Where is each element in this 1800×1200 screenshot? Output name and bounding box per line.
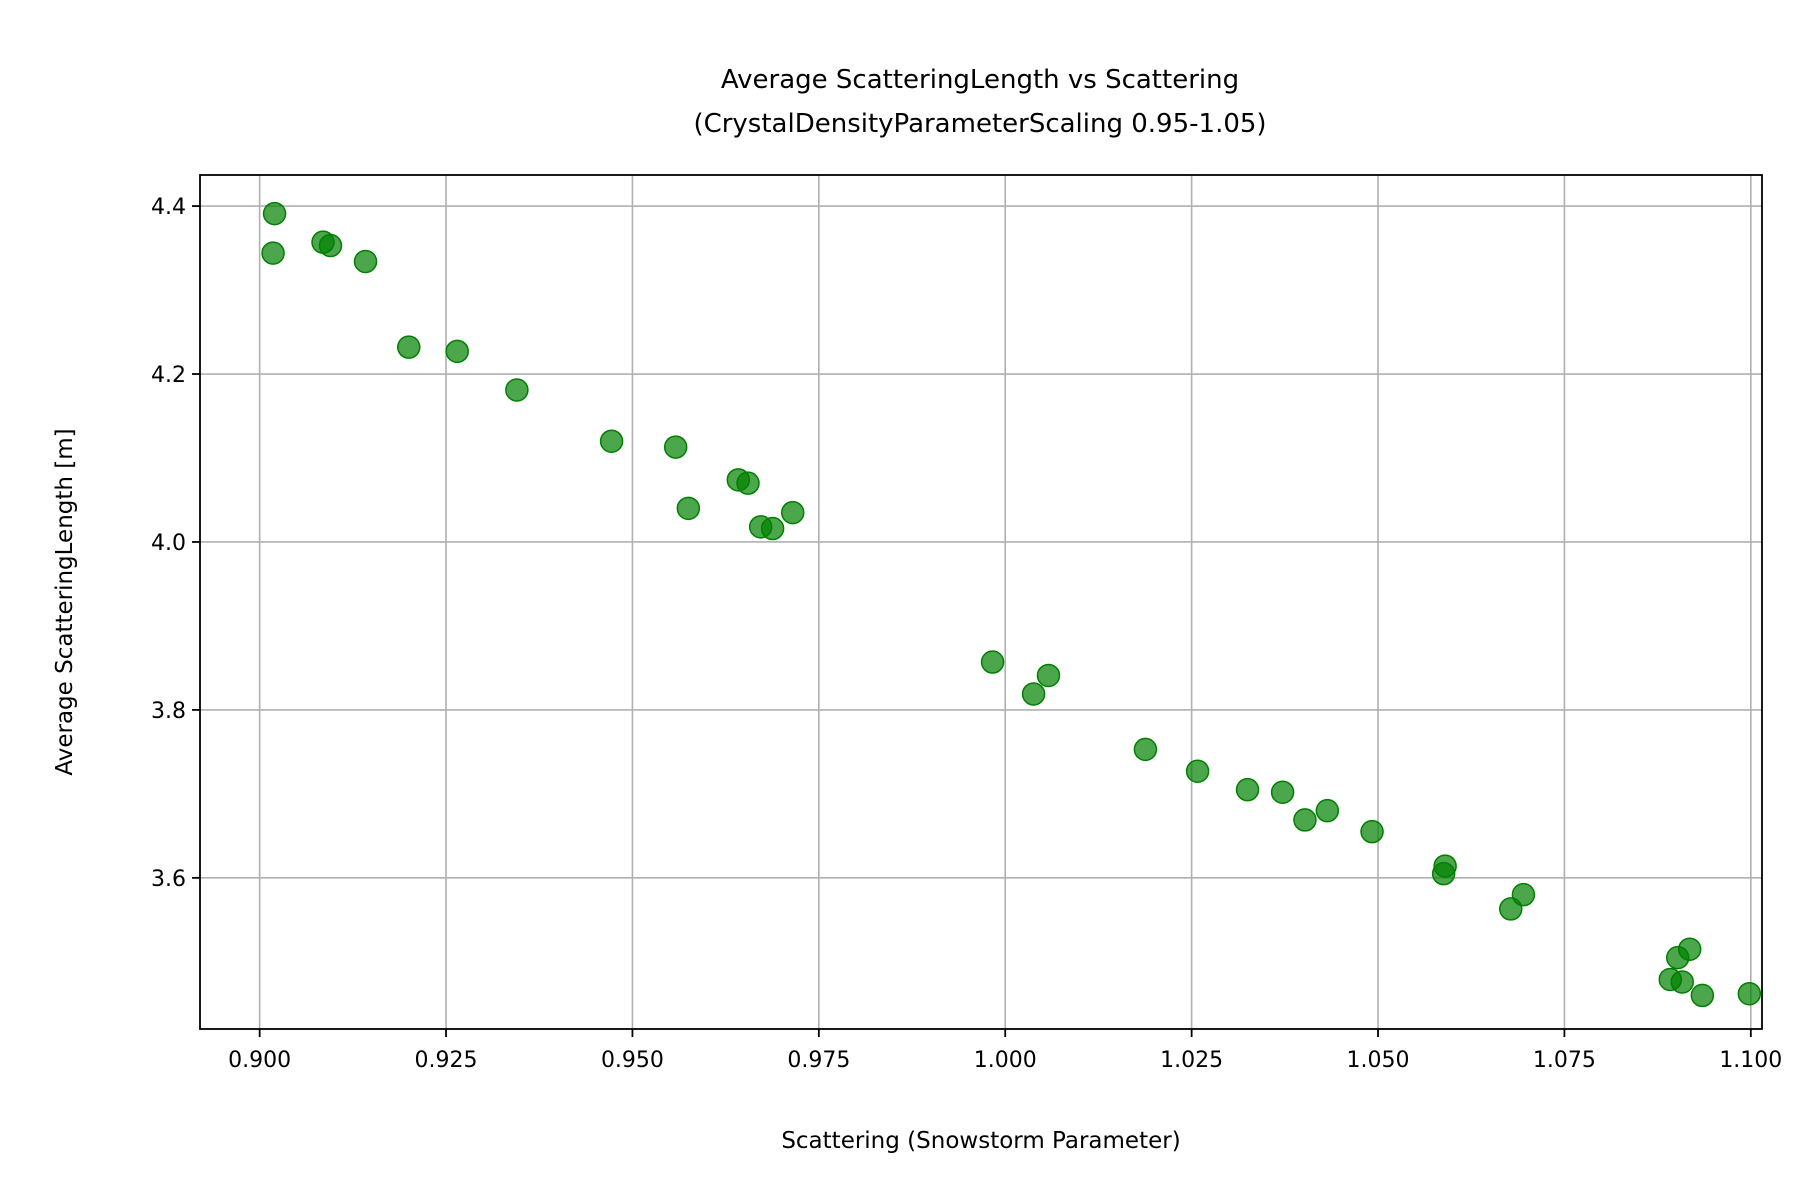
data-point xyxy=(1690,983,1715,1008)
data-point xyxy=(1433,854,1457,878)
data-point xyxy=(1737,981,1762,1006)
data-point xyxy=(1511,882,1536,907)
x-tick-label: 0.925 xyxy=(415,1048,478,1073)
data-point xyxy=(1270,780,1295,804)
data-point xyxy=(505,378,529,402)
data-point xyxy=(1315,798,1340,823)
x-tick-label: 1.075 xyxy=(1533,1048,1596,1073)
data-points xyxy=(261,201,1762,1008)
x-tick-label: 1.050 xyxy=(1347,1048,1410,1073)
data-point xyxy=(1677,937,1702,961)
data-point xyxy=(1036,663,1061,688)
data-point xyxy=(262,201,287,226)
data-point xyxy=(760,516,785,541)
x-tick-label: 1.000 xyxy=(974,1048,1037,1073)
y-tick-label: 4.0 xyxy=(151,531,186,556)
data-point xyxy=(1235,777,1260,802)
data-point xyxy=(1293,808,1317,832)
data-point xyxy=(445,339,469,364)
data-point xyxy=(980,650,1005,674)
data-point xyxy=(397,335,421,359)
y-tick-label: 3.6 xyxy=(151,867,186,892)
data-point xyxy=(1021,682,1046,706)
x-tick-label: 1.025 xyxy=(1160,1048,1223,1073)
y-axis-label: Average ScatteringLength [m] xyxy=(52,428,78,775)
data-point xyxy=(736,471,760,495)
x-tick-label: 0.950 xyxy=(601,1048,664,1073)
y-tick-label: 4.2 xyxy=(151,363,186,388)
y-axis-ticks: 3.6 3.8 4.0 4.2 4.4 xyxy=(151,195,200,892)
data-point xyxy=(353,249,378,274)
x-tick-label: 0.975 xyxy=(787,1048,850,1073)
data-point xyxy=(318,233,343,258)
plot-frame xyxy=(199,174,1763,1030)
data-point xyxy=(780,500,805,525)
x-axis-ticks: 0.900 0.925 0.950 0.975 1.000 1.025 1.050 1.075… xyxy=(228,1029,1782,1073)
data-point xyxy=(663,435,688,459)
chart-title-line-1: Average ScatteringLength vs Scattering xyxy=(721,65,1239,95)
data-point xyxy=(261,241,285,265)
chart-title-line-2: (CrystalDensityParameterScaling 0.95-1.0… xyxy=(693,109,1266,139)
data-point xyxy=(1670,970,1694,994)
data-point xyxy=(1185,759,1210,783)
data-point xyxy=(1133,737,1158,762)
data-point xyxy=(1360,819,1384,844)
y-tick-label: 3.8 xyxy=(151,699,186,724)
x-tick-label: 0.900 xyxy=(228,1048,291,1073)
x-axis-label: Scattering (Snowstorm Parameter) xyxy=(781,1128,1180,1154)
y-tick-label: 4.4 xyxy=(151,195,186,220)
grid-lines xyxy=(200,175,1762,1029)
data-point xyxy=(599,429,624,453)
x-tick-label: 1.100 xyxy=(1719,1048,1782,1073)
data-point xyxy=(676,496,701,521)
